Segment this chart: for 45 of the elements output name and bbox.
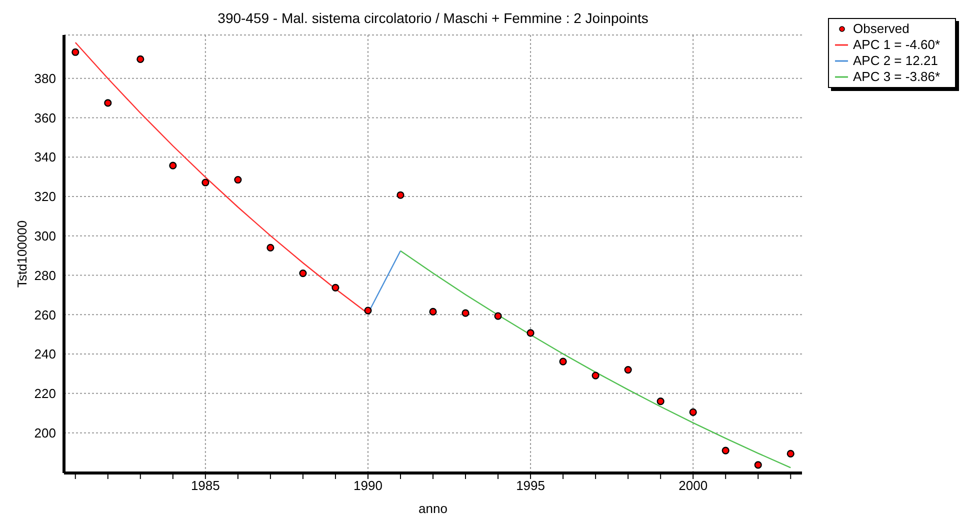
y-tick-label: 380 [34,70,56,86]
point [364,306,372,314]
x-tick-label: 2000 [678,478,708,494]
y-tick-label: 260 [34,307,56,322]
point [266,244,274,252]
point [104,99,112,107]
point [234,176,242,184]
legend-label: APC 3 = -3.86* [853,69,940,85]
point [494,312,502,320]
point [559,358,567,366]
legend-label: Observed [853,21,910,37]
y-tick-label: 280 [34,268,56,283]
line-series [400,250,792,468]
point [462,309,470,317]
point [332,284,340,292]
point [202,178,210,186]
point [526,329,534,337]
y-tick-label: 220 [34,386,56,402]
y-axis-title: Tstd100000 [14,220,30,288]
point [396,191,404,199]
point [592,372,600,380]
point [754,461,762,469]
point [299,270,307,278]
y-tick-label: 340 [34,150,56,165]
y-tick-label: 200 [34,425,56,440]
point [429,308,437,316]
point [136,55,144,64]
point [786,450,794,458]
legend-label: APC 1 = -4.60* [853,37,940,53]
point [689,408,697,416]
x-tick-label: 1995 [516,478,545,494]
x-tick-label: 1985 [190,478,220,494]
point [624,366,632,374]
legend-label: APC 2 = 12.21 [853,53,938,69]
y-tick-label: 320 [34,189,56,204]
y-tick-label: 360 [34,110,56,126]
x-tick-label: 1990 [354,478,382,494]
y-tick-label: 240 [34,346,56,362]
y-tick-label: 300 [34,228,56,244]
point [722,446,730,454]
chart-title: 390-459 - Mal. sistema circolatorio / Maschi + Femmine : 2 Joinpoints [216,10,650,26]
point [72,48,80,56]
point [169,162,177,170]
point [656,398,664,406]
x-axis-title: anno [418,501,448,516]
